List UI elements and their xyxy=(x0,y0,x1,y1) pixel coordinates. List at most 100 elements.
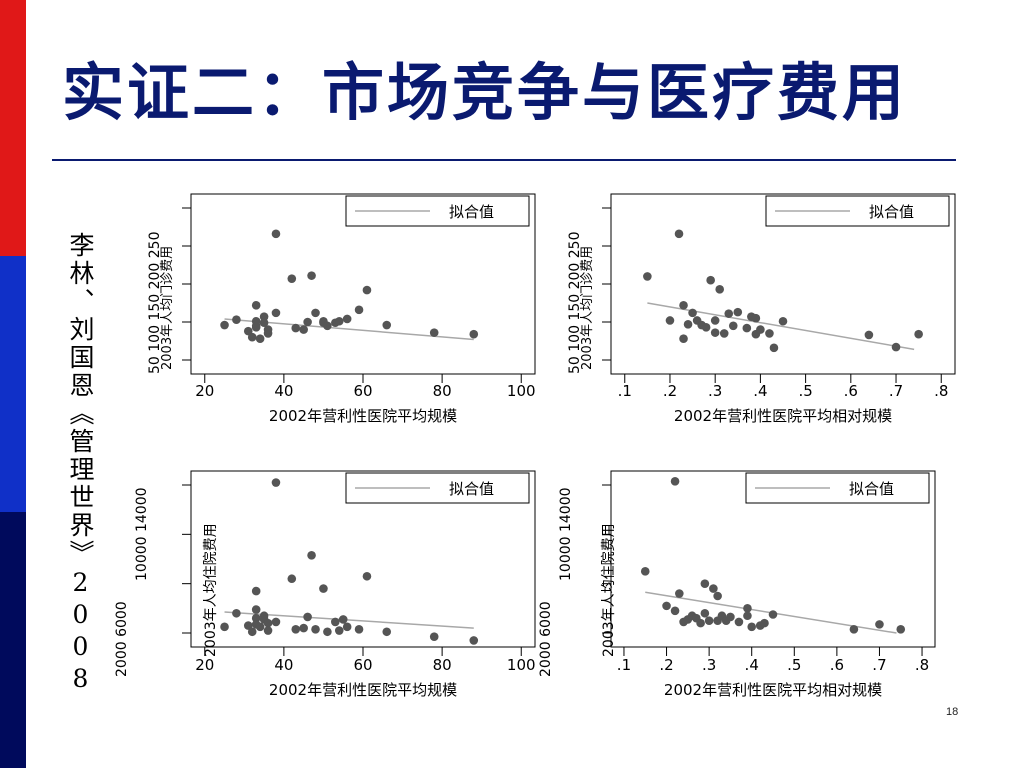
data-point xyxy=(719,329,729,338)
data-point xyxy=(299,623,308,633)
data-point xyxy=(701,323,711,332)
data-point xyxy=(665,316,675,325)
data-point xyxy=(338,615,348,624)
data-point xyxy=(864,330,874,340)
data-point xyxy=(263,626,273,635)
data-point xyxy=(756,325,765,334)
data-point xyxy=(263,618,273,628)
data-point xyxy=(715,285,725,294)
x-tick-label: .2 xyxy=(659,656,673,674)
data-point xyxy=(220,622,229,632)
x-axis-title: 2002年营利性医院平均相对规模 xyxy=(674,407,892,425)
x-tick-label: .5 xyxy=(798,382,812,400)
slide-title: 实证二：市场竞争与医疗费用 xyxy=(62,56,908,129)
data-point xyxy=(287,574,297,584)
x-tick-label: .3 xyxy=(702,656,716,674)
x-tick-label: 20 xyxy=(195,382,214,400)
x-tick-label: .3 xyxy=(708,382,722,400)
data-point xyxy=(710,316,720,325)
data-point xyxy=(362,571,372,581)
data-point xyxy=(710,328,720,337)
side-bar-navy xyxy=(0,512,26,768)
data-point xyxy=(706,275,715,285)
data-point xyxy=(734,617,744,627)
data-point xyxy=(743,604,752,613)
data-point xyxy=(469,636,479,645)
x-tick-label: .8 xyxy=(915,656,929,674)
data-point xyxy=(287,274,297,283)
data-point xyxy=(251,323,261,332)
data-point xyxy=(255,334,265,344)
data-point xyxy=(307,271,316,280)
data-point xyxy=(849,625,859,634)
x-axis-title: 2002年营利性医院平均规模 xyxy=(269,407,457,425)
data-point xyxy=(640,567,650,576)
data-point xyxy=(700,608,710,618)
chart-panel: .1 .2 .3 .4 .5 .6 .7 .8 2002年营利性医院平均相对规模 50 100 1… xyxy=(567,193,956,425)
data-point xyxy=(311,308,320,318)
plot-frame xyxy=(610,470,936,648)
data-point xyxy=(778,316,788,326)
data-point xyxy=(429,632,439,641)
data-point xyxy=(662,601,671,611)
data-point xyxy=(334,626,344,635)
data-point xyxy=(271,478,281,487)
data-point xyxy=(243,326,253,336)
legend-label: 拟合值 xyxy=(849,480,894,498)
data-point xyxy=(683,319,693,329)
y-axis-title-overlap: 2003年人均门诊费用 xyxy=(580,246,595,370)
data-point xyxy=(713,591,722,601)
x-axis-title: 2002年营利性医院平均规模 xyxy=(269,681,457,699)
data-point xyxy=(679,300,688,310)
data-point xyxy=(382,627,392,637)
x-tick-label: .8 xyxy=(934,382,948,400)
data-point xyxy=(679,334,688,344)
data-point xyxy=(354,305,364,315)
data-point xyxy=(271,229,281,239)
data-point xyxy=(733,307,743,317)
data-point xyxy=(769,343,779,353)
data-point xyxy=(232,608,241,618)
y-tick-label: 2000 6000 xyxy=(538,601,554,677)
x-tick-label: .4 xyxy=(753,382,767,400)
x-tick-label: .7 xyxy=(872,656,886,674)
y-tick-labels: 2000 6000 10000 14000 xyxy=(538,487,574,677)
data-point xyxy=(469,329,479,339)
x-tick-label: .6 xyxy=(844,382,858,400)
citation: 李林、刘国恩《管理世界》2008 xyxy=(66,232,95,696)
data-point xyxy=(243,621,253,630)
data-point xyxy=(643,272,652,281)
data-point xyxy=(255,622,265,632)
data-point xyxy=(891,342,901,352)
data-point xyxy=(765,329,774,338)
data-point xyxy=(342,622,352,632)
x-tick-label: 80 xyxy=(433,382,452,400)
data-point xyxy=(896,625,906,634)
data-point xyxy=(259,312,269,321)
x-tick-label: 100 xyxy=(507,656,536,674)
data-point xyxy=(700,579,710,588)
data-point xyxy=(670,477,680,486)
x-axis-title: 2002年营利性医院平均相对规模 xyxy=(664,681,882,699)
chart-panel: .1 .2 .3 .4 .5 .6 .7 .8 2002年营利性医院平均相对规模 2000 600… xyxy=(538,470,936,699)
x-tick-label: 60 xyxy=(353,656,372,674)
data-point xyxy=(251,300,261,310)
chart-panel: 20 40 60 80 100 2002年营利性医院平均规模 50 100 150 200 … xyxy=(147,193,536,425)
data-point xyxy=(303,612,312,622)
x-tick-label: .6 xyxy=(830,656,844,674)
data-point xyxy=(429,328,439,337)
title-divider xyxy=(52,159,956,161)
data-point xyxy=(747,622,757,632)
data-point xyxy=(728,321,738,331)
data-point xyxy=(232,315,241,325)
data-point xyxy=(263,325,273,334)
data-point xyxy=(323,627,332,637)
data-point xyxy=(271,308,281,318)
data-point xyxy=(742,323,752,333)
data-point xyxy=(247,332,257,342)
y-tick-label: 10000 14000 xyxy=(134,487,150,581)
data-point xyxy=(247,627,257,637)
x-tick-label: .7 xyxy=(889,382,903,400)
x-tick-label: 100 xyxy=(507,382,536,400)
